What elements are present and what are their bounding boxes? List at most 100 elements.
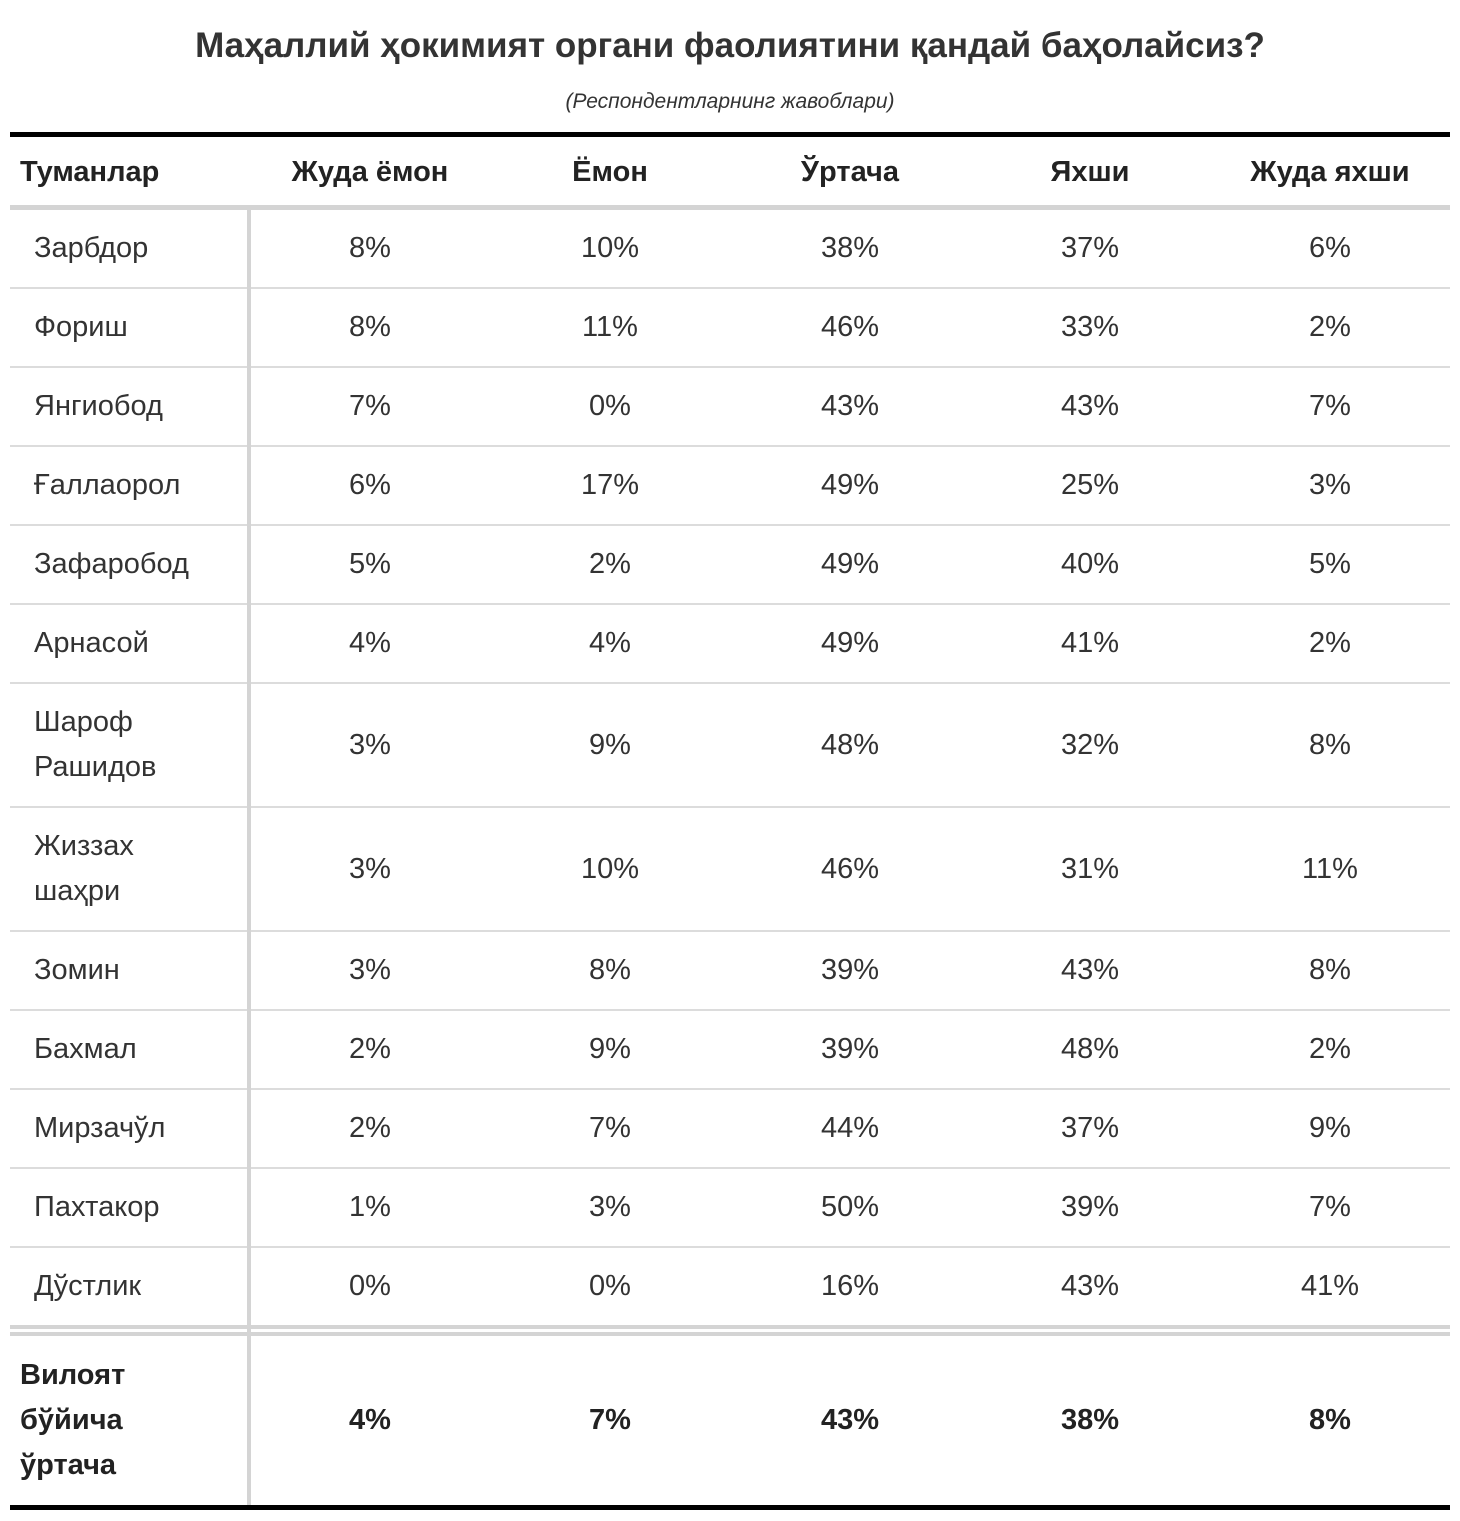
- row-divider: [10, 524, 1450, 526]
- table-cell: 9%: [1309, 1112, 1351, 1144]
- column-header: Ёмон: [572, 155, 648, 188]
- row-divider: [10, 806, 1450, 808]
- table-cell: 39%: [820, 954, 880, 986]
- column-header: Ўртача: [801, 155, 899, 188]
- column-header: Туманлар: [20, 155, 160, 188]
- table-cell: 3%: [349, 728, 391, 761]
- table-cell: 0%: [589, 390, 631, 422]
- column-divider: [247, 210, 251, 1505]
- table-cell: 46%: [820, 852, 880, 885]
- table-cell: 2%: [1309, 1033, 1351, 1065]
- column-header: Яхши: [1050, 155, 1130, 188]
- district-name: Зафаробод: [34, 548, 189, 580]
- table-cell: 41%: [1060, 627, 1120, 659]
- header-rule: [10, 205, 1450, 210]
- table-cell: 4%: [349, 627, 391, 659]
- table-cell: 7%: [349, 390, 391, 422]
- row-divider: [10, 287, 1450, 289]
- table-cell: 11%: [582, 311, 638, 343]
- table-cell: 6%: [1309, 232, 1351, 264]
- table-cell: 2%: [1309, 311, 1351, 343]
- table-cell: 10%: [580, 852, 640, 885]
- table-cell: 48%: [1060, 1033, 1120, 1065]
- table-cell: 50%: [820, 1191, 880, 1223]
- district-name: Зарбдор: [34, 232, 149, 264]
- district-name: Фориш: [34, 311, 128, 343]
- table-cell: 43%: [1060, 954, 1120, 986]
- district-name: Мирзачўл: [34, 1112, 166, 1144]
- district-name: Ғаллаорол: [34, 469, 181, 501]
- table-cell: 43%: [1060, 1270, 1120, 1302]
- table-cell: 25%: [1060, 469, 1120, 501]
- table-cell: 0%: [589, 1270, 631, 1302]
- table-cell: 49%: [820, 627, 880, 659]
- table-cell: 43%: [820, 390, 880, 422]
- table-cell: 37%: [1060, 232, 1120, 264]
- average-cell: 4%: [349, 1404, 391, 1436]
- table-cell: 1%: [349, 1191, 391, 1223]
- table-cell: 2%: [349, 1112, 391, 1144]
- table-cell: 8%: [589, 954, 631, 986]
- table-cell: 48%: [820, 728, 880, 761]
- district-name: Бахмал: [34, 1033, 137, 1065]
- table-cell: 49%: [820, 469, 880, 501]
- footer-rule-upper: [10, 1325, 1450, 1329]
- row-divider: [10, 1246, 1450, 1248]
- row-divider: [10, 1009, 1450, 1011]
- table-cell: 39%: [820, 1033, 880, 1065]
- table-cell: 8%: [1309, 954, 1351, 986]
- table-cell: 31%: [1060, 852, 1120, 885]
- table-cell: 38%: [820, 232, 880, 264]
- table-cell: 7%: [1309, 1191, 1351, 1223]
- table-cell: 8%: [349, 232, 391, 264]
- regional-average-label: Вилоят бўйича ўртача: [20, 1359, 126, 1481]
- table-cell: 11%: [1302, 852, 1358, 885]
- table-cell: 2%: [589, 548, 631, 580]
- page-subtitle: (Респондентларнинг жавоблари): [565, 90, 895, 113]
- footer-rule-lower: [10, 1332, 1450, 1336]
- average-cell: 43%: [820, 1404, 880, 1436]
- table-cell: 17%: [580, 469, 640, 501]
- table-cell: 2%: [1309, 627, 1351, 659]
- table-cell: 9%: [589, 728, 631, 761]
- average-cell: 38%: [1060, 1404, 1120, 1436]
- table-cell: 39%: [1060, 1191, 1120, 1223]
- table-cell: 8%: [1309, 728, 1351, 761]
- table-cell: 37%: [1060, 1112, 1120, 1144]
- table-cell: 9%: [589, 1033, 631, 1065]
- table-cell: 3%: [589, 1191, 631, 1223]
- column-header: Жуда яхши: [1250, 155, 1410, 188]
- table-cell: 46%: [820, 311, 880, 343]
- table-cell: 5%: [1309, 548, 1351, 580]
- table-cell: 8%: [349, 311, 391, 343]
- district-name: Зомин: [34, 954, 120, 986]
- row-divider: [10, 1167, 1450, 1169]
- district-name: Шароф Рашидов: [34, 706, 157, 783]
- table-cell: 10%: [580, 232, 640, 264]
- row-divider: [10, 366, 1450, 368]
- district-name: Жиззах шаҳри: [34, 830, 134, 907]
- district-name: Дўстлик: [34, 1270, 142, 1302]
- table-cell: 4%: [589, 627, 631, 659]
- row-divider: [10, 1088, 1450, 1090]
- table-cell: 0%: [349, 1270, 391, 1302]
- table-cell: 43%: [1060, 390, 1120, 422]
- table-cell: 3%: [349, 954, 391, 986]
- table-cell: 41%: [1300, 1270, 1360, 1302]
- row-divider: [10, 930, 1450, 932]
- row-divider: [10, 603, 1450, 605]
- table-cell: 40%: [1060, 548, 1120, 580]
- table-cell: 2%: [349, 1033, 391, 1065]
- average-cell: 7%: [589, 1404, 631, 1436]
- district-name: Янгиобод: [34, 390, 163, 422]
- district-name: Пахтакор: [34, 1191, 160, 1223]
- column-header: Жуда ёмон: [291, 155, 449, 188]
- table-bottom-rule: [10, 1505, 1450, 1510]
- table-cell: 44%: [820, 1112, 880, 1144]
- table-cell: 6%: [349, 469, 391, 501]
- district-name: Арнасой: [34, 627, 149, 659]
- page-title: Маҳаллий ҳокимият органи фаолиятини қанд…: [195, 26, 1265, 65]
- table-cell: 33%: [1060, 311, 1120, 343]
- table-cell: 32%: [1060, 728, 1120, 761]
- table-cell: 3%: [349, 852, 391, 885]
